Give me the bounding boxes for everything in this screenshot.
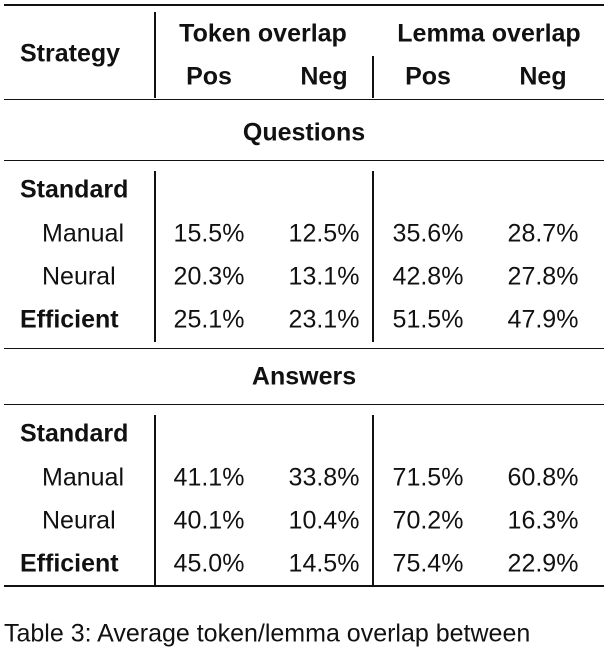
- cell: 71.5%: [392, 463, 464, 492]
- cell: 22.9%: [507, 549, 579, 578]
- row-label: Manual: [42, 463, 124, 492]
- cell: 51.5%: [392, 305, 464, 334]
- rule: [4, 585, 604, 587]
- cell: 20.3%: [173, 262, 245, 291]
- cell: 12.5%: [288, 219, 360, 248]
- header-group: Token overlap: [179, 19, 347, 48]
- rule: [4, 160, 604, 161]
- rule: [4, 99, 604, 100]
- cell: 13.1%: [288, 262, 360, 291]
- section-title: Questions: [242, 118, 366, 147]
- column-rule: [154, 12, 156, 98]
- header-subcol: Neg: [519, 62, 567, 91]
- cell: 25.1%: [173, 305, 245, 334]
- rule: [4, 404, 604, 405]
- header-subcol: Neg: [300, 62, 348, 91]
- cell: 23.1%: [288, 305, 360, 334]
- cell: 15.5%: [173, 219, 245, 248]
- cell: 47.9%: [507, 305, 579, 334]
- group-label: Standard: [20, 419, 129, 448]
- cell: 40.1%: [173, 506, 245, 535]
- row-label: Efficient: [20, 549, 119, 578]
- cell: 27.8%: [507, 262, 579, 291]
- caption: Table 3: Average token/lemma overlap bet…: [4, 619, 531, 648]
- header-subcol: Pos: [186, 62, 232, 91]
- cell: 14.5%: [288, 549, 360, 578]
- cell: 70.2%: [392, 506, 464, 535]
- cell: 33.8%: [288, 463, 360, 492]
- cell: 10.4%: [288, 506, 360, 535]
- cell: 75.4%: [392, 549, 464, 578]
- column-rule: [154, 171, 156, 342]
- row-label: Efficient: [20, 305, 119, 334]
- header-group: Lemma overlap: [397, 19, 581, 48]
- row-label: Neural: [42, 506, 116, 535]
- cell: 45.0%: [173, 549, 245, 578]
- header-cell: Strategy: [20, 39, 121, 68]
- group-label: Standard: [20, 175, 129, 204]
- rule: [4, 4, 604, 6]
- header-subcol: Pos: [405, 62, 451, 91]
- cell: 60.8%: [507, 463, 579, 492]
- row-label: Neural: [42, 262, 116, 291]
- column-rule: [372, 171, 374, 342]
- column-rule: [372, 56, 374, 98]
- cell: 42.8%: [392, 262, 464, 291]
- cell: 16.3%: [507, 506, 579, 535]
- page: Strategy Token overlap Lemma overlap Pos Neg…: [4, 4, 604, 646]
- column-rule: [154, 415, 156, 586]
- rule: [4, 348, 604, 349]
- cell: 41.1%: [173, 463, 245, 492]
- cell: 35.6%: [392, 219, 464, 248]
- section-title: Answers: [251, 362, 357, 391]
- cell: 28.7%: [507, 219, 579, 248]
- column-rule: [372, 415, 374, 586]
- row-label: Manual: [42, 219, 124, 248]
